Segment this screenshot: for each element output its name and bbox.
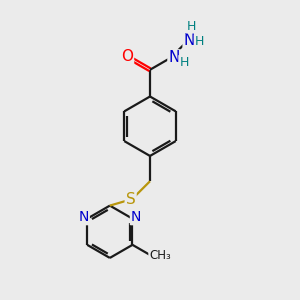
Text: CH₃: CH₃ xyxy=(149,250,171,262)
Text: H: H xyxy=(187,20,196,33)
Text: N: N xyxy=(184,32,195,47)
Text: N: N xyxy=(169,50,180,65)
Text: N: N xyxy=(131,210,141,224)
Text: S: S xyxy=(126,192,136,207)
Text: H: H xyxy=(179,56,189,69)
Text: H: H xyxy=(195,35,204,48)
Text: N: N xyxy=(78,210,89,224)
Text: O: O xyxy=(121,49,133,64)
